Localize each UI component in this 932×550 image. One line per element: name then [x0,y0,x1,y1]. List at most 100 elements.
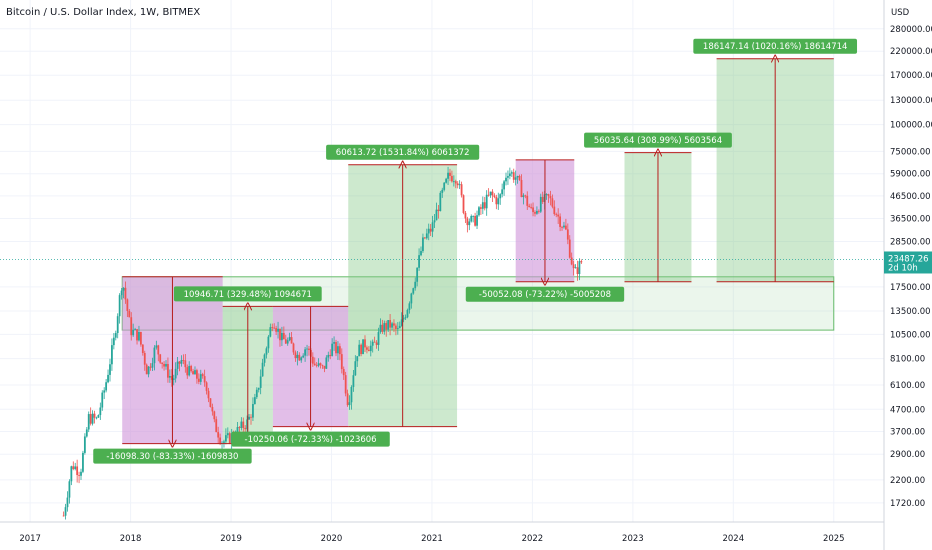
candle [155,340,158,350]
candle [441,187,444,198]
candle [153,345,156,371]
price-tick-label: 2900.00 [890,450,925,460]
candle [267,335,270,353]
candle [580,259,583,265]
candle [215,416,218,433]
candle [389,314,391,336]
candle [499,193,502,205]
candle [420,246,422,257]
candle [130,312,133,341]
candle [338,343,341,361]
candle [563,221,565,229]
measure-label-text: 186147.14 (1020.16%) 18614714 [703,42,848,52]
candle [393,319,395,332]
candle [536,206,538,215]
candle [174,362,177,383]
price-tick-label: 46500.00 [890,192,931,202]
measure-label-text: 56035.64 (308.99%) 5603564 [594,136,722,146]
candle [408,301,411,314]
candle [454,179,457,189]
chart-title: Bitcoin / U.S. Dollar Index, 1W, BITMEX [6,7,200,18]
candle [528,203,531,208]
candle [82,450,84,474]
price-tick-label: 280000.00 [890,25,932,35]
measure-label-text: -16098.30 (-83.33%) -1609830 [106,452,238,462]
candle [396,322,399,335]
candle [134,327,136,331]
time-tick-label: 2020 [321,534,343,544]
candle [78,471,80,484]
candle [186,364,189,379]
candle [508,167,511,180]
candle [427,223,430,241]
grid [0,0,884,522]
candle [269,323,272,338]
candle [539,193,542,213]
candle [149,363,152,371]
candle [124,281,127,304]
price-tick-label: 75000.00 [890,147,931,157]
candle [418,248,420,271]
candle [352,369,355,392]
candle [126,298,129,318]
candle [331,338,334,357]
candle [281,326,283,346]
candle [383,320,386,335]
candle [398,321,401,329]
candle [547,193,550,203]
candle [534,210,536,217]
candle [371,339,374,353]
candle [526,191,529,210]
candle [275,325,278,335]
candle [105,379,108,393]
candle [112,333,115,350]
time-axis[interactable]: 2017 2018 2019 2020 2021 2022 2023 2024 2025 [19,534,844,544]
candle [199,369,202,385]
candle [437,205,440,219]
candle [290,331,293,344]
candle [213,410,216,423]
candle [246,415,249,434]
candle [311,352,314,367]
measure-label-1: -16098.30 (-83.33%) -1609830 [93,448,252,464]
candle [557,208,560,224]
candle [522,193,525,205]
measure-label-text: -10250.06 (-72.33%) -1023606 [245,435,377,445]
candle [576,260,579,281]
candle [377,327,380,351]
candle [553,200,556,216]
candle [147,366,150,378]
candle [366,345,368,354]
price-axis[interactable]: 280000.00 220000.00 170000.00 130000.00 1000… [890,25,932,509]
candle [197,373,200,385]
candle [335,339,337,357]
candle [120,287,123,300]
candle [91,410,94,426]
candle [288,332,291,342]
candle [151,357,154,372]
price-tick-label: 2200.00 [890,476,925,486]
candle [111,338,113,371]
candle [491,189,494,203]
candle [503,179,505,196]
candle [157,344,160,362]
measure-label-7: 186147.14 (1020.16%) 18614714 [693,38,858,54]
price-tick-label: 100000.00 [890,121,932,131]
candle [286,337,289,346]
price-tick-label: 3700.00 [890,428,925,438]
measure-label-6: 56035.64 (308.99%) 5603564 [584,132,732,148]
candle [203,369,206,387]
candle [400,312,403,327]
candle [300,356,303,363]
candle [99,402,102,420]
candle [545,193,548,200]
price-tick-label: 10500.00 [890,330,931,340]
candle [165,360,167,370]
time-tick-label: 2018 [120,534,142,544]
candle [273,323,276,329]
candle [257,387,260,393]
candle [555,212,558,218]
candle [205,381,208,395]
candle [122,287,125,299]
